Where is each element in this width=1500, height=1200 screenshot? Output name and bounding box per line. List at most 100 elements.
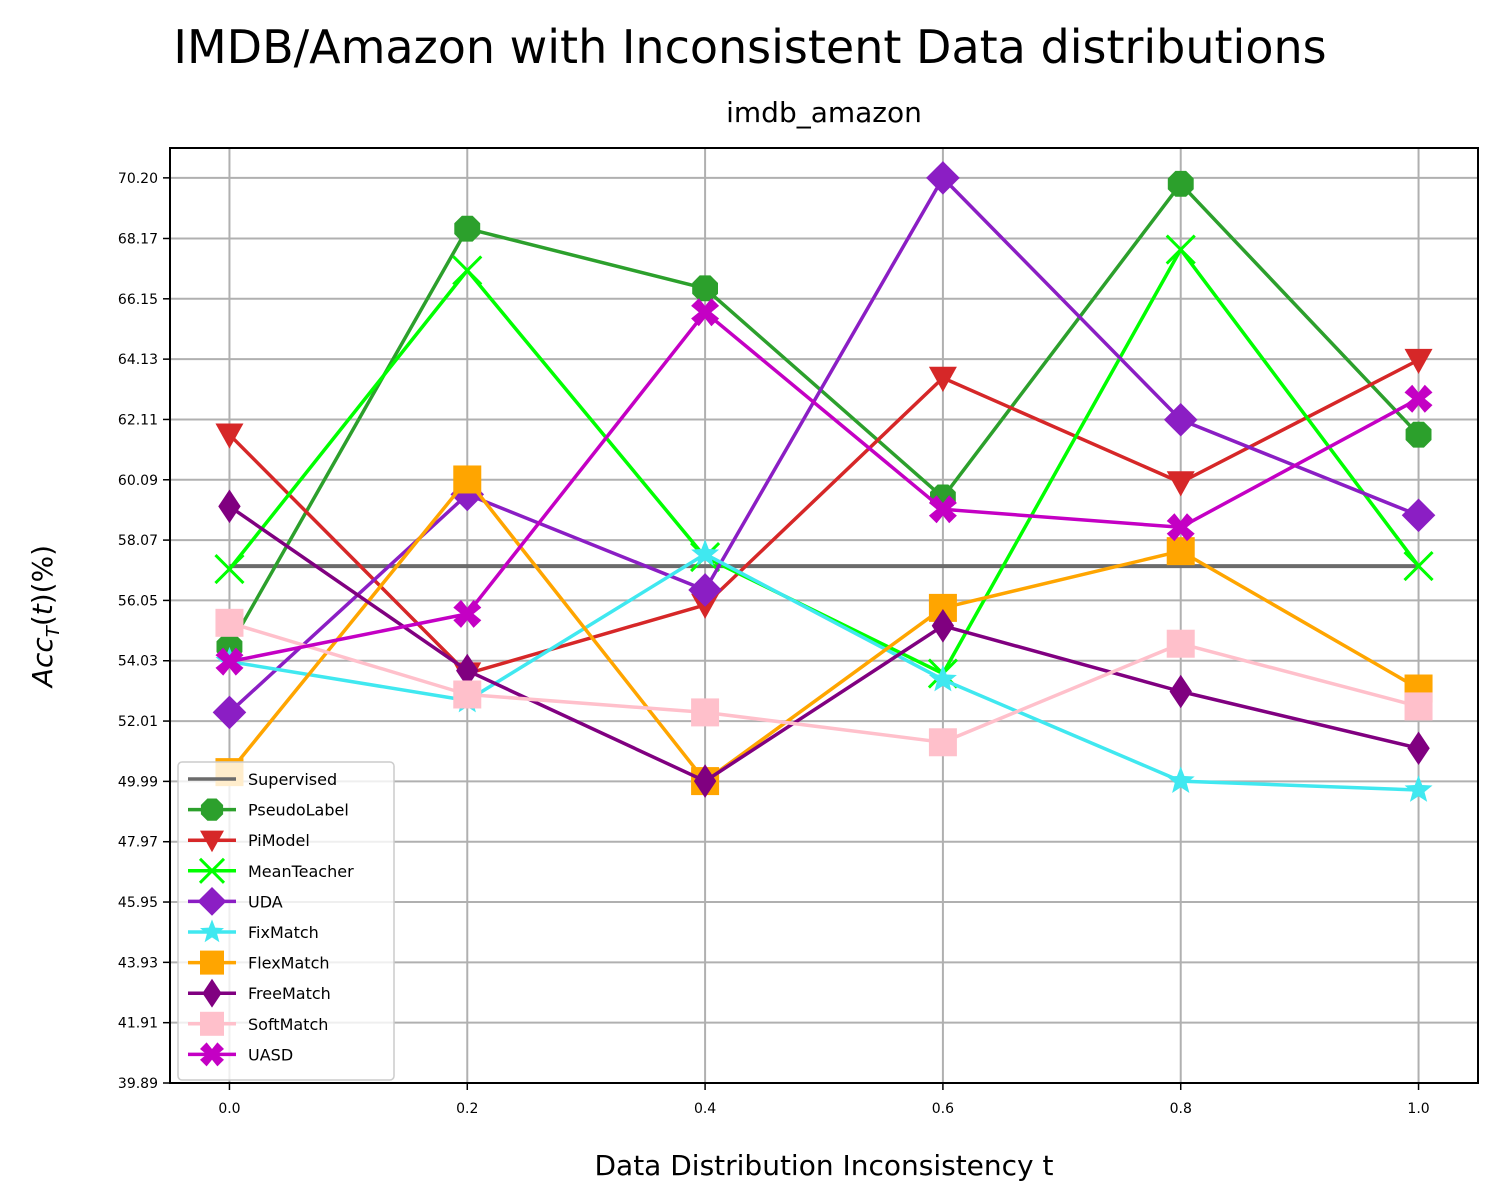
data-point (1404, 384, 1433, 413)
data-point (1166, 513, 1195, 542)
series-uasd (215, 298, 1433, 676)
y-tick-label: 39.89 (118, 1076, 158, 1092)
data-point (1169, 674, 1192, 709)
series-line (229, 552, 1419, 792)
data-point (1404, 775, 1433, 802)
x-tick-label: 0.8 (1170, 1101, 1192, 1117)
x-tick-label: 0.6 (932, 1101, 954, 1117)
legend-item: SoftMatch (188, 1011, 328, 1036)
legend-marker (200, 950, 224, 975)
series-line (228, 621, 1419, 745)
data-point (1404, 692, 1433, 721)
data-point (928, 728, 957, 757)
tick-layer: 0.0 0.2 0.4 0.6 0.8 1.0 39.89 41.91 43.93 45.95 47… (118, 171, 1430, 1117)
series-meanteacher (214, 234, 1434, 689)
data-point (693, 764, 717, 798)
legend-marker (202, 978, 222, 1008)
legend-item: UASD (188, 1042, 293, 1067)
series-layer (212, 161, 1436, 802)
series-flexmatch (215, 465, 1433, 796)
figure-suptitle: IMDB/Amazon with Inconsistent Data distr… (173, 20, 1327, 74)
legend-item: Supervised (188, 770, 337, 789)
data-point (928, 664, 957, 692)
y-tick-label: 60.09 (118, 473, 158, 489)
series-line (229, 310, 1420, 664)
data-point (453, 465, 482, 494)
data-point (453, 680, 482, 709)
legend-label: FixMatch (248, 923, 319, 942)
legend-label: UDA (248, 892, 283, 911)
data-point (1163, 402, 1198, 437)
plot-frame (169, 147, 1479, 1084)
legend-item: PseudoLabel (188, 798, 349, 821)
data-point (215, 647, 244, 676)
data-point (1401, 498, 1436, 533)
x-tick-label: 1.0 (1407, 1101, 1429, 1117)
data-point (453, 599, 482, 628)
y-tick-label: 54.03 (118, 654, 158, 670)
legend-label: FlexMatch (248, 954, 330, 973)
y-tick-label: 62.11 (118, 412, 158, 428)
data-point (1403, 551, 1434, 582)
legend-item: FlexMatch (188, 950, 330, 975)
legend-marker (197, 887, 227, 916)
legend-label: UASD (248, 1045, 293, 1064)
legend-label: PseudoLabel (248, 801, 349, 820)
data-point (692, 275, 718, 302)
data-point (691, 298, 720, 327)
legend-marker (200, 1042, 224, 1067)
y-tick-label: 41.91 (118, 1016, 158, 1032)
series-line (227, 182, 1420, 648)
data-point (218, 489, 241, 524)
legend-label: FreeMatch (248, 984, 331, 1003)
series-softmatch (215, 608, 1433, 757)
data-point (926, 161, 960, 195)
data-point (215, 608, 244, 637)
chart-title: imdb_amazon (726, 96, 922, 129)
x-tick-label: 0.4 (694, 1101, 716, 1117)
y-tick-label: 66.15 (118, 292, 158, 308)
data-point (1165, 234, 1196, 265)
data-point (931, 609, 955, 643)
data-point (691, 698, 720, 727)
legend-label: Supervised (248, 770, 337, 789)
y-tick-label: 58.07 (118, 533, 158, 549)
data-point (1166, 537, 1195, 566)
series-pseudolabel (216, 170, 1432, 660)
legend: Supervised PseudoLabel PiModel MeanTeacher U… (177, 761, 395, 1081)
series-fixmatch (215, 539, 1433, 802)
legend-label: MeanTeacher (248, 862, 354, 881)
series-line (228, 504, 1419, 783)
data-point (1167, 170, 1194, 197)
data-point (452, 255, 483, 286)
series-line (228, 477, 1420, 783)
data-point (691, 539, 720, 566)
data-point (214, 554, 245, 585)
series-line (228, 247, 1420, 676)
legend-marker (200, 830, 224, 853)
data-point (928, 366, 957, 392)
series-line (228, 176, 1420, 714)
series-line (228, 358, 1420, 676)
legend-item: MeanTeacher (188, 857, 354, 884)
data-point (928, 495, 957, 524)
series-pimodel (215, 348, 1433, 688)
x-tick-label: 0.0 (218, 1101, 240, 1117)
data-point (1404, 348, 1433, 375)
data-point (454, 215, 481, 242)
data-point (456, 653, 479, 688)
y-tick-label: 68.17 (118, 231, 158, 247)
y-tick-label: 43.93 (118, 955, 158, 971)
y-tick-label: 56.05 (118, 593, 158, 609)
x-tick-label: 0.2 (456, 1101, 478, 1117)
x-axis-title: Data Distribution Inconsistency t (594, 1149, 1053, 1182)
y-tick-label: 52.01 (118, 714, 158, 730)
legend-marker (200, 919, 224, 943)
legend-marker (198, 857, 226, 884)
legend-label: SoftMatch (248, 1015, 328, 1034)
legend-item: FixMatch (188, 919, 319, 943)
legend-item: FreeMatch (188, 978, 331, 1008)
legend-item: PiModel (188, 830, 310, 853)
y-axis-title: AccT(t)(%) (26, 545, 64, 689)
